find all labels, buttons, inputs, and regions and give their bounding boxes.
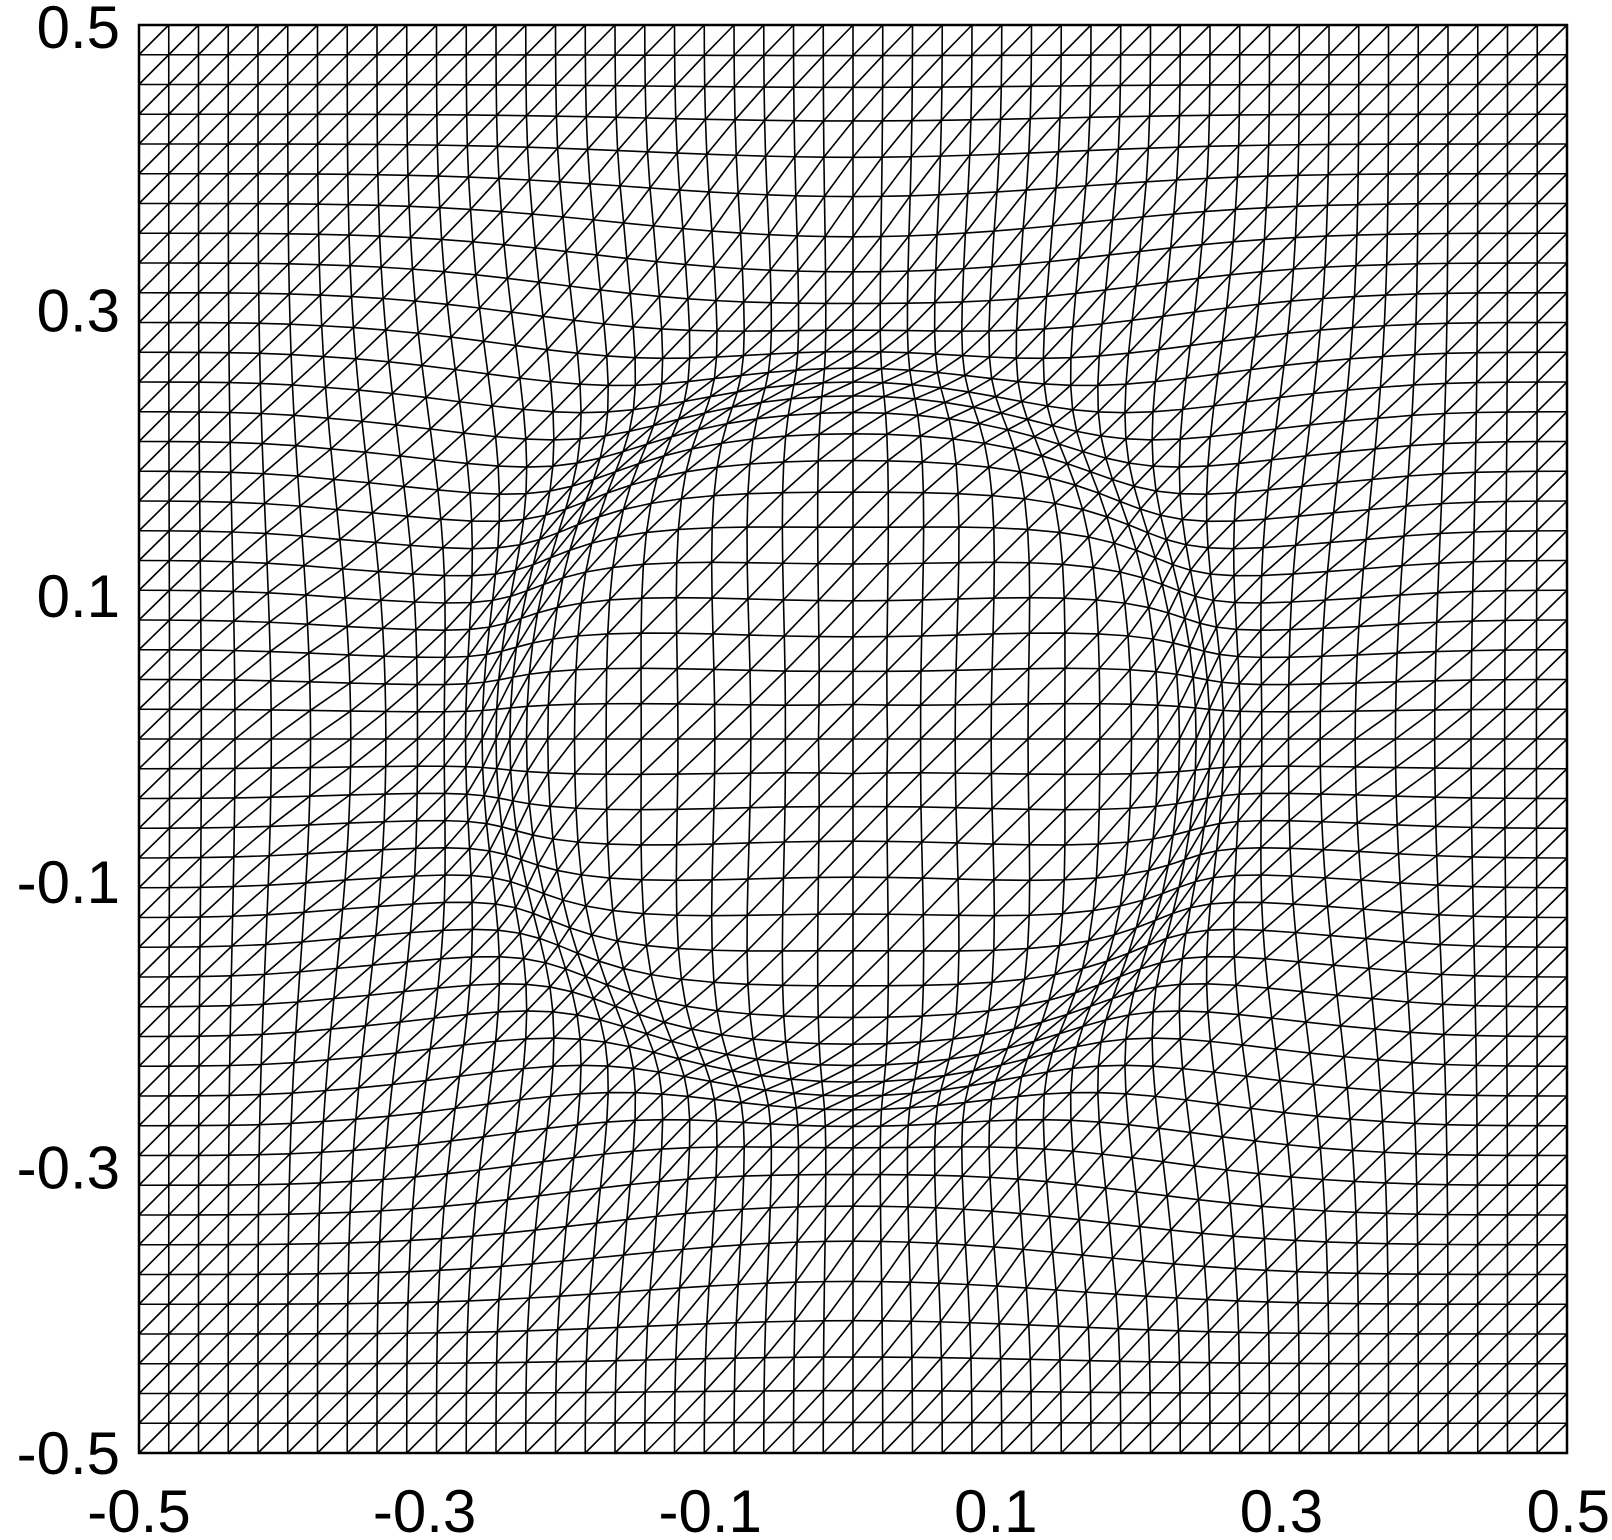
x-tick-label: -0.5: [87, 1478, 190, 1540]
mesh-diagonal-lines: [138, 24, 1568, 1454]
y-tick-label: 0.3: [37, 278, 120, 345]
mesh-plot-area: [138, 24, 1568, 1454]
x-tick-label: 0.1: [954, 1478, 1037, 1540]
y-axis-ticks: -0.5 -0.3 -0.1 0.1 0.3 0.5: [17, 0, 120, 1487]
x-tick-label: -0.1: [659, 1478, 762, 1540]
y-tick-label: 0.5: [37, 0, 120, 61]
x-tick-label: 0.3: [1240, 1478, 1323, 1540]
x-tick-label: -0.3: [373, 1478, 476, 1540]
y-tick-label: -0.3: [17, 1134, 120, 1201]
y-tick-label: 0.1: [37, 563, 120, 630]
x-tick-label: 0.5: [1527, 1478, 1610, 1540]
axes-frame: [137, 23, 1569, 1455]
y-tick-label: -0.1: [17, 849, 120, 916]
y-tick-label: -0.5: [17, 1420, 120, 1487]
x-axis-ticks: -0.5 -0.3 -0.1 0.1 0.3 0.5: [87, 1478, 1610, 1540]
